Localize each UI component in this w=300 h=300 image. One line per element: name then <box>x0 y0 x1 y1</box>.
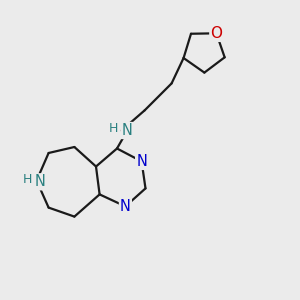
Text: N: N <box>136 154 147 169</box>
Text: N: N <box>34 174 45 189</box>
Text: N: N <box>120 199 131 214</box>
Text: N: N <box>122 123 132 138</box>
Text: O: O <box>210 26 222 41</box>
Text: H: H <box>23 173 32 186</box>
Text: H: H <box>108 122 118 135</box>
